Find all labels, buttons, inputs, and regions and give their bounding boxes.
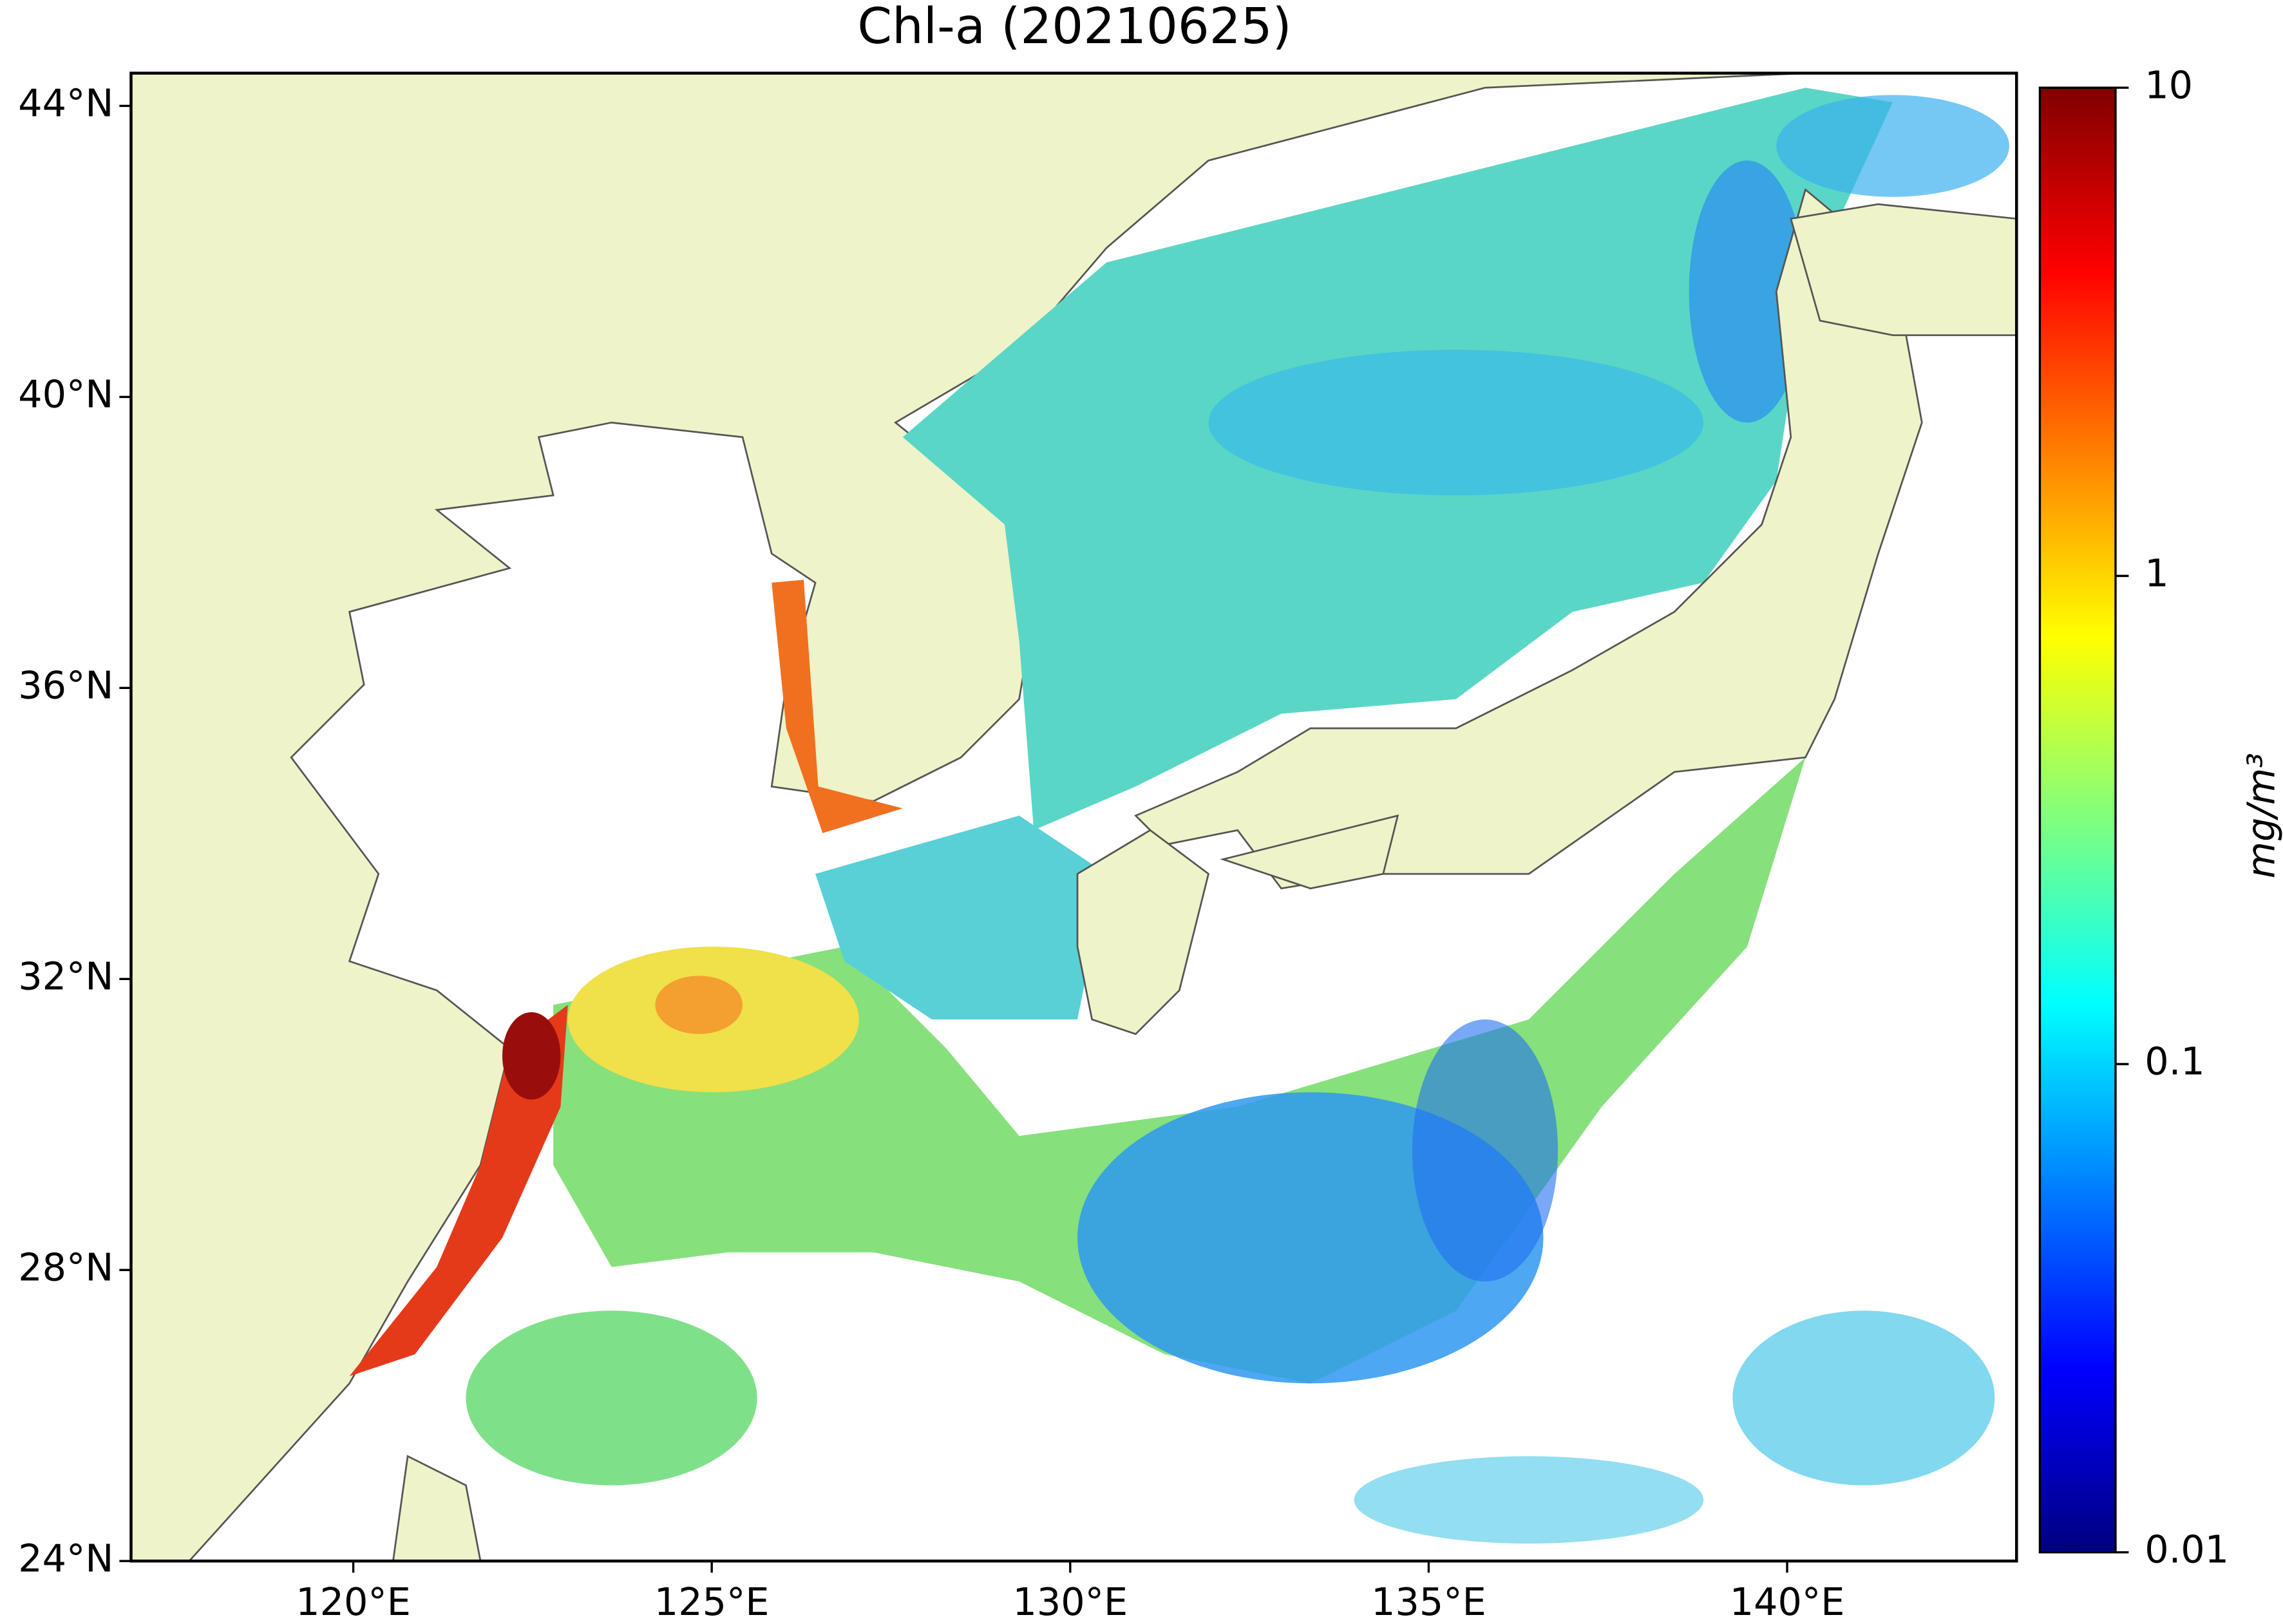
chl-patch <box>1354 1456 1704 1544</box>
chl-patch <box>1412 1019 1558 1282</box>
colorbar-tick-label: 0.01 <box>2145 1527 2229 1572</box>
land <box>1076 829 1210 1035</box>
land <box>1220 814 1399 890</box>
lon-tick-label: 135°E <box>1371 1580 1486 1624</box>
lat-tick-label: 40°N <box>18 372 113 417</box>
chl-patch <box>1732 1310 1995 1486</box>
map-area <box>131 73 2017 1562</box>
colorbar-tick-label: 1 <box>2145 551 2168 595</box>
lat-tick-label: 44°N <box>18 81 113 126</box>
chl-patch <box>772 580 903 833</box>
lat-tick-label: 28°N <box>18 1245 113 1289</box>
lon-tick-label: 120°E <box>296 1580 411 1624</box>
lon-tick-label: 140°E <box>1730 1580 1845 1624</box>
colorbar-tick-label: 10 <box>2145 62 2193 107</box>
lon-tick-label: 125°E <box>654 1580 770 1624</box>
lat-tick-label: 24°N <box>18 1536 113 1580</box>
land <box>1134 188 1923 890</box>
chl-patch <box>502 1012 561 1100</box>
chl-patch <box>655 976 743 1034</box>
chl-patch <box>1208 350 1704 496</box>
chl-patch <box>466 1310 757 1486</box>
chl-patch <box>1776 95 2009 197</box>
map-title: Chl-a (20210625) <box>857 0 1291 55</box>
colorbar-tick-label: 0.1 <box>2145 1039 2204 1084</box>
lat-tick-label: 36°N <box>18 663 113 707</box>
chl-patch <box>815 815 1107 1020</box>
colorbar-label: mg/m³ <box>2239 753 2283 878</box>
map-frame <box>129 71 2018 1563</box>
land <box>1790 203 2017 336</box>
chl-patch <box>349 1005 568 1377</box>
chl-patch <box>1689 160 1806 423</box>
colorbar <box>2038 86 2117 1554</box>
lat-tick-label: 32°N <box>18 954 113 998</box>
land <box>392 1455 482 1562</box>
lon-tick-label: 130°E <box>1012 1580 1128 1624</box>
